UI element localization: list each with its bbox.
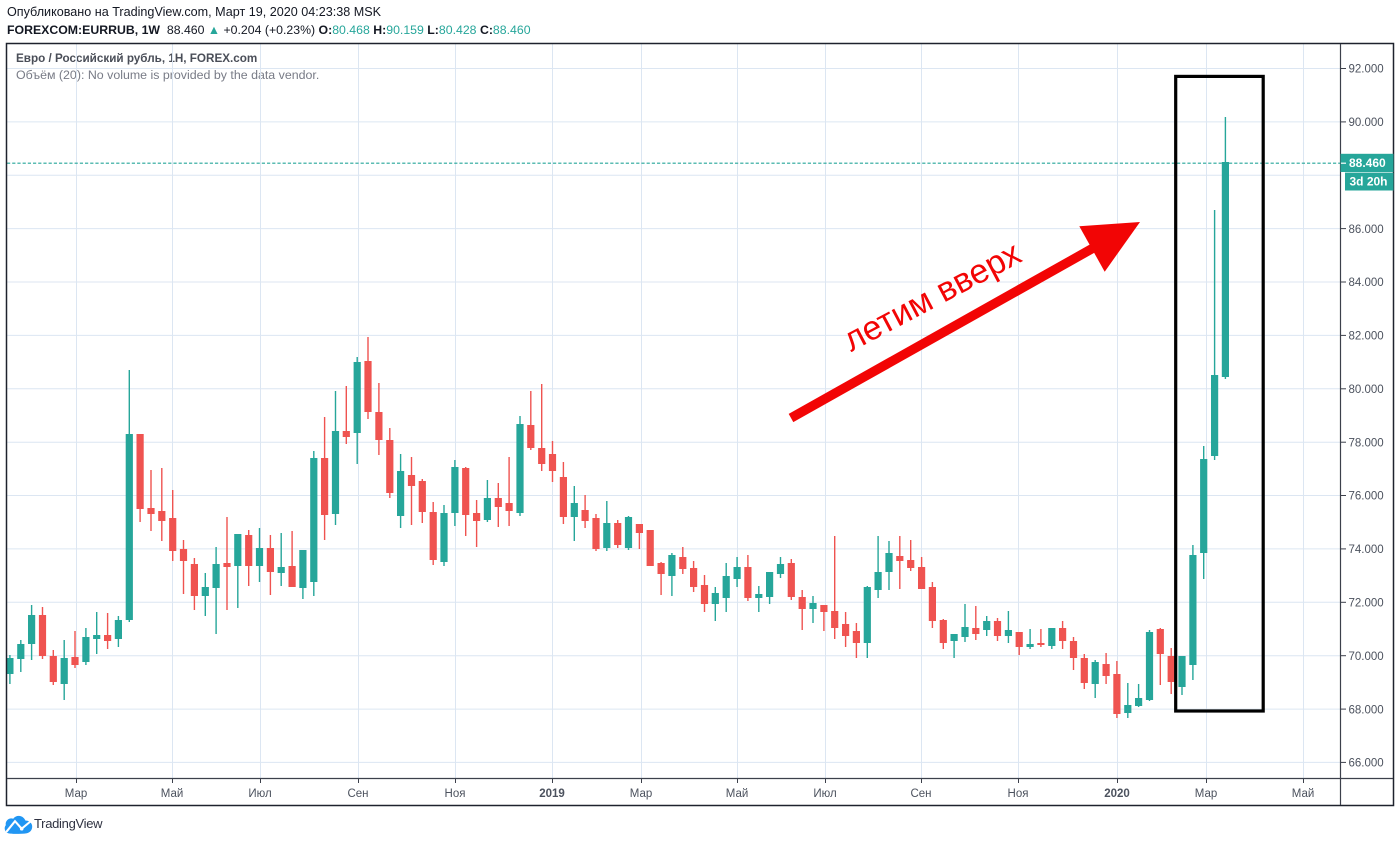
svg-text:Май: Май — [726, 788, 749, 800]
svg-text:Май: Май — [161, 788, 184, 800]
svg-text:84.000: 84.000 — [1349, 277, 1384, 289]
svg-text:Мар: Мар — [1195, 788, 1218, 800]
svg-text:92.000: 92.000 — [1349, 64, 1384, 76]
svg-text:70.000: 70.000 — [1349, 651, 1384, 663]
svg-text:Сен: Сен — [910, 788, 931, 800]
svg-text:Мар: Мар — [65, 788, 88, 800]
svg-text:72.000: 72.000 — [1349, 598, 1384, 610]
svg-text:86.000: 86.000 — [1349, 224, 1384, 236]
svg-text:Ноя: Ноя — [1008, 788, 1029, 800]
svg-text:Июл: Июл — [813, 788, 836, 800]
svg-text:68.000: 68.000 — [1349, 704, 1384, 716]
svg-text:80.000: 80.000 — [1349, 384, 1384, 396]
svg-text:78.000: 78.000 — [1349, 437, 1384, 449]
svg-text:2020: 2020 — [1104, 788, 1130, 800]
svg-text:3d 20h: 3d 20h — [1350, 175, 1388, 189]
svg-text:88.460: 88.460 — [1349, 156, 1386, 170]
svg-text:Сен: Сен — [347, 788, 368, 800]
svg-text:82.000: 82.000 — [1349, 331, 1384, 343]
svg-text:Мар: Мар — [630, 788, 653, 800]
svg-text:Ноя: Ноя — [445, 788, 466, 800]
svg-text:66.000: 66.000 — [1349, 758, 1384, 770]
svg-text:2019: 2019 — [539, 788, 565, 800]
svg-text:74.000: 74.000 — [1349, 544, 1384, 556]
svg-text:76.000: 76.000 — [1349, 491, 1384, 503]
svg-text:Май: Май — [1292, 788, 1315, 800]
svg-text:Июл: Июл — [248, 788, 271, 800]
svg-text:90.000: 90.000 — [1349, 117, 1384, 129]
